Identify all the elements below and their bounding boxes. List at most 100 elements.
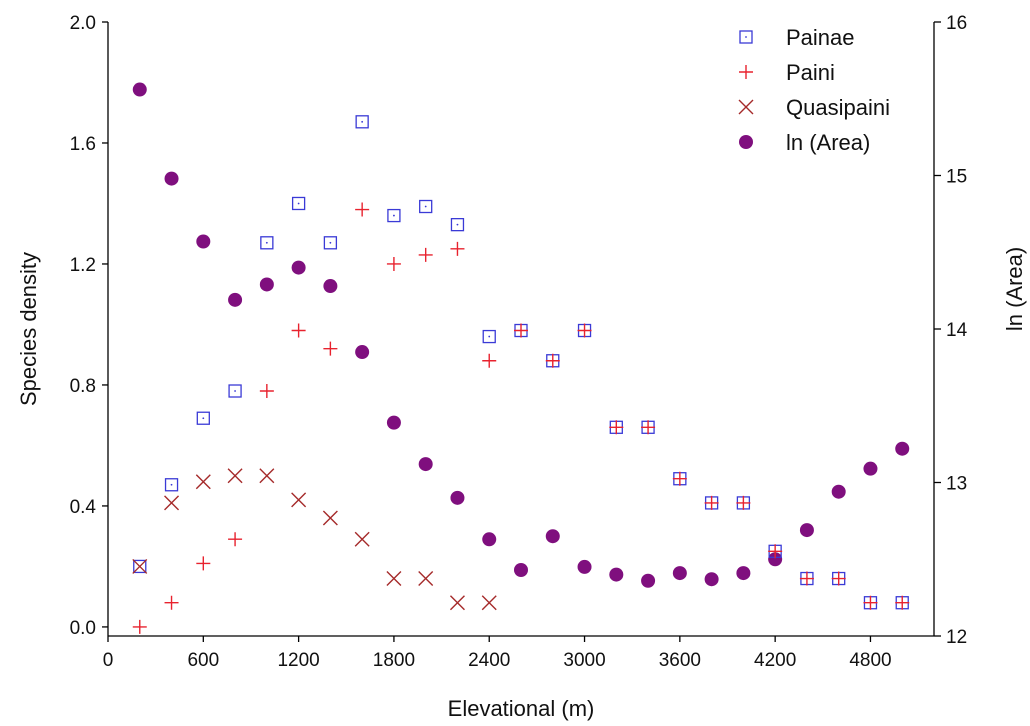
data-point <box>609 420 624 435</box>
y2-tick-label: 13 <box>946 474 967 495</box>
legend-item: ln (Area) <box>739 130 870 155</box>
x-tick-label: 600 <box>187 650 219 671</box>
x-tick-label: 1200 <box>277 650 319 671</box>
data-point <box>227 468 243 484</box>
data-point <box>768 552 783 567</box>
data-point <box>196 411 210 425</box>
data-point <box>419 199 433 214</box>
data-point <box>164 595 179 610</box>
data-point <box>228 292 243 307</box>
data-point <box>672 471 687 486</box>
data-point <box>799 571 814 586</box>
series-ln-area <box>132 82 910 588</box>
x-tick-label: 3600 <box>659 650 701 671</box>
data-point <box>323 341 338 356</box>
data-point <box>450 490 465 505</box>
data-point <box>482 329 496 344</box>
legend-item: Quasipaini <box>738 95 890 120</box>
data-point <box>577 323 592 338</box>
y-tick-label: 0.0 <box>70 618 96 639</box>
data-point <box>354 531 370 547</box>
data-point <box>259 277 274 292</box>
data-point <box>132 558 148 574</box>
data-point <box>609 567 624 582</box>
data-point <box>831 571 846 586</box>
legend-marker <box>739 135 753 149</box>
legend-label: Painae <box>786 25 855 50</box>
data-point <box>228 532 243 547</box>
legend-item: Paini <box>739 60 835 85</box>
data-point <box>418 247 433 262</box>
y-axis-title: Species density <box>16 252 41 406</box>
data-point <box>672 566 687 581</box>
data-point <box>641 420 656 435</box>
data-point <box>386 256 401 271</box>
data-point <box>799 523 814 538</box>
data-point <box>545 529 560 544</box>
data-point <box>768 544 783 559</box>
data-point <box>704 495 719 510</box>
data-point <box>481 595 497 611</box>
data-point <box>577 559 592 574</box>
data-point <box>450 241 465 256</box>
data-point <box>196 556 211 571</box>
legend: Painae Paini Quasipaini ln (Area) <box>738 25 890 155</box>
data-point <box>291 260 306 275</box>
data-point <box>704 572 719 587</box>
data-point <box>641 573 656 588</box>
data-point <box>259 468 275 484</box>
data-point <box>863 461 878 476</box>
data-point <box>387 208 401 223</box>
series-paini <box>132 202 910 634</box>
data-point <box>482 353 497 368</box>
legend-marker <box>739 30 753 44</box>
x-tick-label: 3000 <box>563 650 605 671</box>
y2-axis-title: ln (Area) <box>1002 247 1027 331</box>
data-point <box>418 571 434 587</box>
data-point <box>736 495 751 510</box>
data-point <box>195 474 211 490</box>
legend-label: ln (Area) <box>786 130 870 155</box>
data-point <box>323 236 338 250</box>
data-point <box>450 218 465 232</box>
data-point <box>545 353 560 368</box>
data-point <box>482 532 497 547</box>
y2-tick-label: 15 <box>946 167 967 188</box>
legend-item: Painae <box>739 25 855 50</box>
data-point <box>355 202 370 217</box>
y-tick-label: 0.4 <box>70 497 97 518</box>
y-tick-label: 0.8 <box>70 376 96 397</box>
data-point <box>323 279 338 294</box>
data-point <box>514 562 528 577</box>
data-point <box>291 323 306 338</box>
data-point <box>260 236 274 250</box>
x-tick-label: 4800 <box>849 650 891 671</box>
data-point <box>164 495 180 511</box>
y2-tick-label: 14 <box>946 320 968 341</box>
data-point <box>355 345 370 360</box>
data-point <box>228 384 242 398</box>
data-point <box>418 457 433 472</box>
legend-label: Quasipaini <box>786 95 890 120</box>
data-point <box>895 441 910 456</box>
data-point <box>291 196 306 211</box>
data-point <box>259 384 274 399</box>
data-point <box>196 234 211 249</box>
chart-marks <box>132 82 910 634</box>
y2-tick-label: 12 <box>946 627 967 648</box>
data-point <box>863 595 878 610</box>
data-point <box>164 478 179 492</box>
data-point <box>449 595 465 611</box>
legend-marker <box>739 65 753 79</box>
y-tick-label: 1.6 <box>70 134 96 155</box>
x-tick-label: 2400 <box>468 650 510 671</box>
y2-tick-label: 16 <box>946 13 967 34</box>
data-point <box>831 484 846 499</box>
data-point <box>322 510 338 526</box>
data-point <box>895 595 910 610</box>
legend-marker <box>738 99 754 115</box>
data-point <box>132 619 147 634</box>
x-axis-title: Elevational (m) <box>448 696 595 721</box>
y-tick-label: 2.0 <box>70 13 96 34</box>
